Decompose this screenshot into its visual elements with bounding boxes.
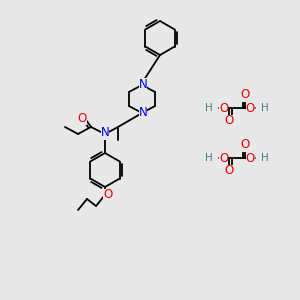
Text: O: O	[77, 112, 87, 124]
Text: N: N	[139, 106, 147, 119]
Text: O: O	[246, 101, 255, 115]
Text: O: O	[240, 88, 250, 101]
Text: N: N	[139, 77, 147, 91]
Text: O: O	[224, 115, 234, 128]
Text: O: O	[219, 101, 228, 115]
Text: O: O	[246, 152, 255, 164]
Text: O: O	[240, 139, 250, 152]
Text: H: H	[261, 153, 269, 163]
Text: O: O	[219, 152, 228, 164]
Text: N: N	[100, 127, 109, 140]
Text: H: H	[205, 103, 213, 113]
Text: O: O	[103, 188, 112, 202]
Text: H: H	[261, 103, 269, 113]
Text: H: H	[205, 153, 213, 163]
Text: O: O	[224, 164, 234, 178]
